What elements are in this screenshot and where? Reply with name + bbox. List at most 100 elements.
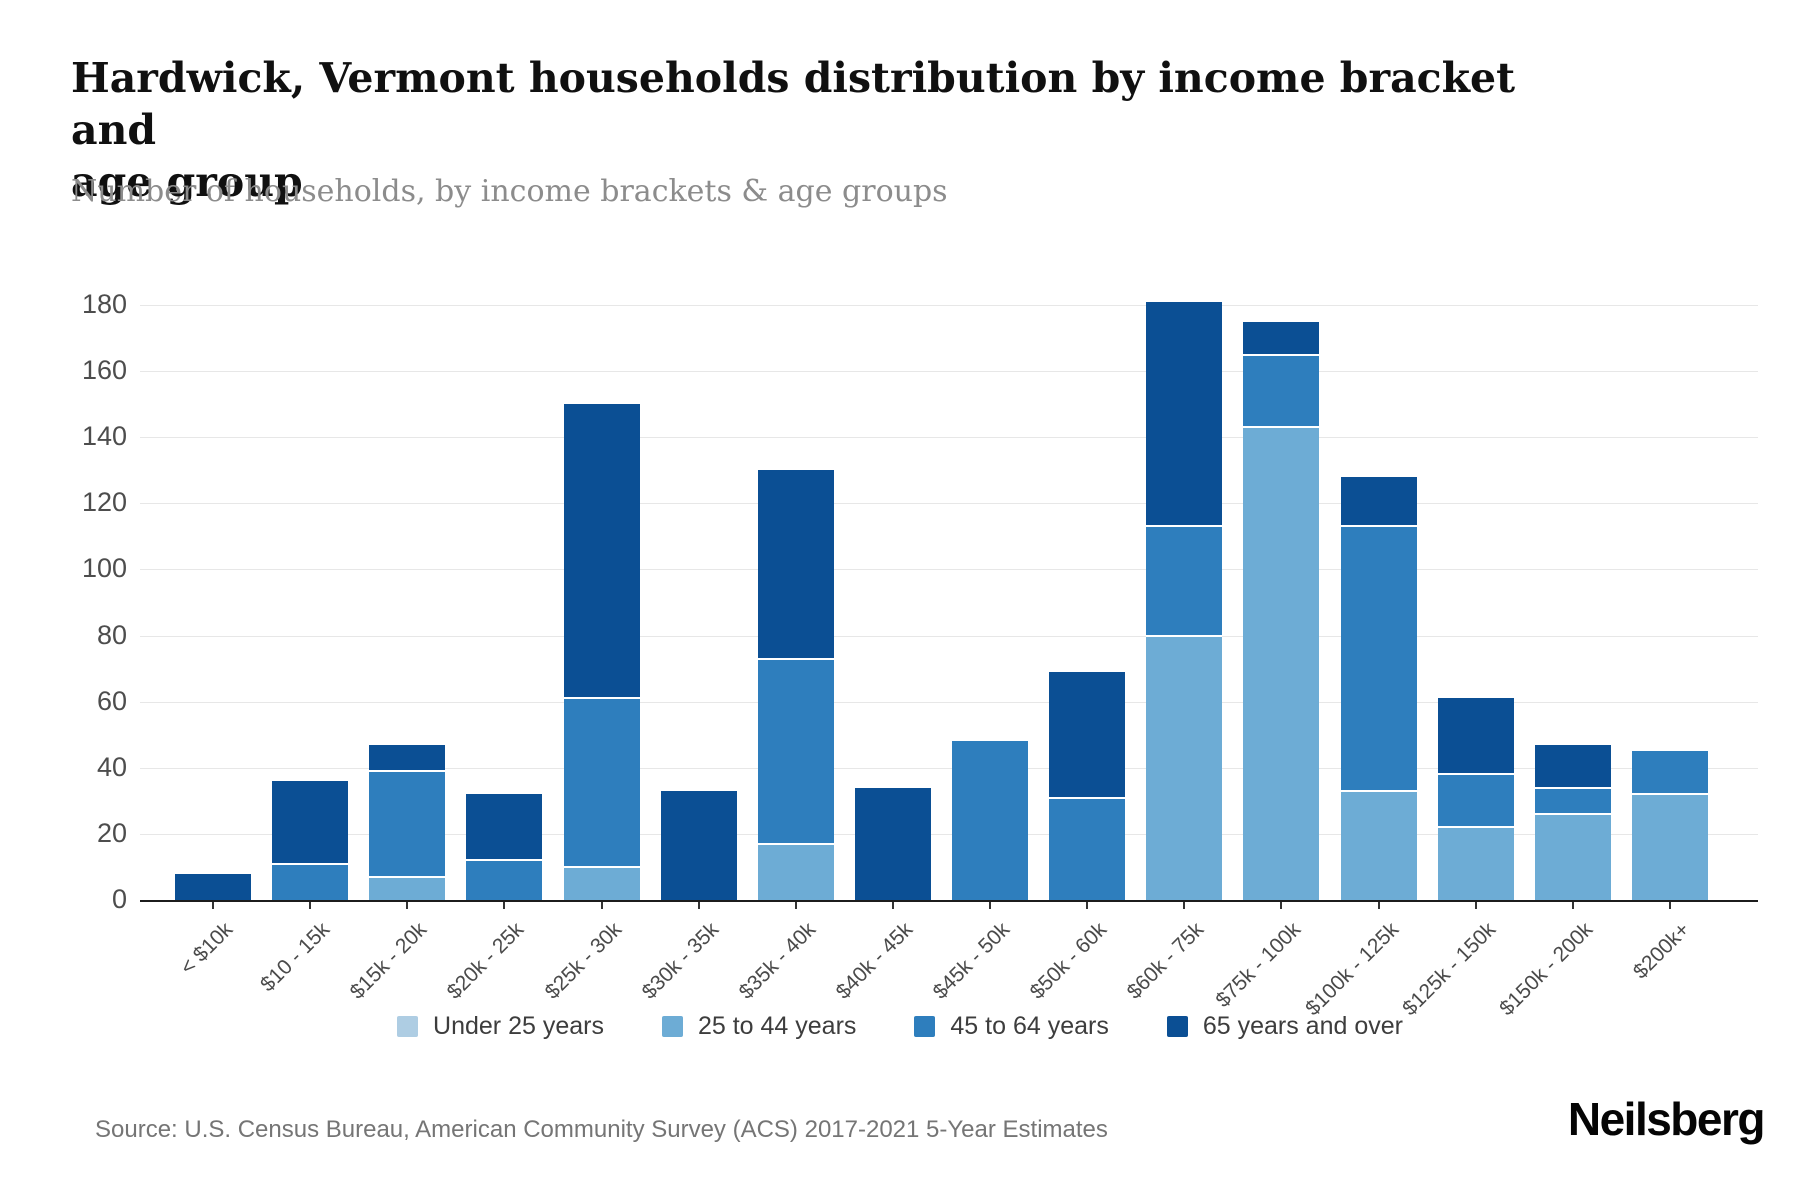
bar-segment[interactable] [369, 744, 446, 772]
x-tick-mark [1668, 902, 1671, 909]
bar-segment[interactable] [175, 873, 251, 900]
bar-segment[interactable] [1243, 427, 1320, 900]
legend-item[interactable]: 25 to 44 years [661, 1012, 856, 1041]
segment-separator [1534, 813, 1611, 816]
x-axis-line [140, 900, 1758, 902]
x-tick-label: $45k - 50k [928, 918, 1015, 1004]
x-tick-label: $20k - 25k [443, 918, 529, 1004]
bar-segment[interactable] [952, 741, 1029, 900]
legend-swatch [914, 1016, 936, 1037]
x-tick-label: $35k - 40k [734, 918, 821, 1004]
bar-segment[interactable] [1146, 526, 1223, 636]
segment-separator [757, 657, 834, 660]
bar-segment[interactable] [757, 843, 834, 900]
bar-segment[interactable] [369, 876, 446, 900]
bar-segment[interactable] [1049, 797, 1126, 900]
segment-separator [272, 862, 349, 865]
y-tick-label: 140 [81, 421, 127, 452]
gridline [140, 569, 1758, 571]
x-tick-label: $150k - 200k [1494, 918, 1598, 1021]
gridline [140, 371, 1758, 373]
bar-segment[interactable] [563, 698, 640, 867]
bar-segment[interactable] [466, 794, 543, 861]
y-tick-label: 0 [111, 884, 127, 914]
legend-item[interactable]: 65 years and over [1166, 1012, 1403, 1041]
bar-segment[interactable] [1146, 301, 1223, 527]
y-tick-label: 120 [81, 487, 127, 518]
bar-segment[interactable] [1534, 787, 1611, 815]
x-tick-mark [600, 902, 603, 909]
segment-separator [369, 875, 446, 878]
x-tick-mark [1571, 902, 1574, 909]
bar-segment[interactable] [563, 404, 640, 699]
x-tick-label: $100k - 125k [1300, 918, 1403, 1021]
bar-segment[interactable] [660, 790, 737, 900]
segment-separator [1534, 786, 1611, 789]
bar-segment[interactable] [466, 860, 543, 900]
x-tick-mark [891, 902, 894, 909]
bar-segment[interactable] [1437, 698, 1514, 775]
gridline [140, 767, 1758, 769]
bar-segment[interactable] [1631, 794, 1708, 900]
bar-segment[interactable] [563, 866, 640, 900]
x-tick-mark [212, 902, 214, 909]
bar-segment[interactable] [1340, 526, 1417, 791]
x-tick-label: $200k+ [1628, 918, 1695, 984]
x-tick-mark [503, 902, 506, 909]
bar-segment[interactable] [1631, 751, 1708, 795]
y-tick-label: 40 [96, 751, 127, 782]
legend-item[interactable]: 45 to 64 years [914, 1012, 1109, 1041]
x-tick-label: $50k - 60k [1025, 918, 1112, 1004]
segment-separator [466, 859, 543, 862]
x-tick-label: $125k - 150k [1397, 918, 1500, 1021]
page-title-line2: age group [71, 158, 303, 206]
segment-separator [563, 865, 640, 868]
legend-label: 65 years and over [1202, 1012, 1403, 1040]
segment-separator [1049, 796, 1126, 799]
legend-swatch [661, 1016, 683, 1037]
segment-separator [563, 697, 640, 700]
bar-segment[interactable] [272, 781, 349, 864]
segment-separator [1631, 793, 1708, 796]
bar-segment[interactable] [1340, 790, 1417, 900]
gridline [140, 503, 1758, 505]
bar-segment[interactable] [1340, 476, 1417, 527]
gridline [140, 833, 1758, 835]
bar-segment[interactable] [757, 658, 834, 844]
bar-segment[interactable] [369, 771, 446, 877]
x-tick-mark [1086, 902, 1089, 909]
segment-separator [1340, 789, 1417, 792]
gridline [140, 437, 1758, 439]
bar-segment[interactable] [757, 470, 834, 659]
bar-segment[interactable] [1243, 354, 1320, 428]
page-title: Hardwick, Vermont households distributio… [71, 52, 1571, 208]
bar-segment[interactable] [1049, 671, 1126, 798]
legend-item[interactable]: Under 25 years [397, 1012, 604, 1041]
bar-segment[interactable] [854, 787, 931, 900]
gridline [140, 701, 1758, 703]
segment-separator [1437, 826, 1514, 829]
legend-label: 45 to 64 years [950, 1012, 1109, 1040]
neilsberg-logo: Neilsberg [1567, 1093, 1766, 1145]
x-tick-mark [1474, 902, 1477, 909]
segment-separator [1340, 525, 1417, 528]
segment-separator [757, 842, 834, 845]
x-tick-mark [1280, 902, 1283, 909]
bar-segment[interactable] [272, 863, 349, 900]
bar-segment[interactable] [1437, 827, 1514, 900]
x-tick-mark [406, 902, 409, 909]
y-tick-label: 20 [96, 817, 127, 848]
segment-separator [369, 770, 446, 773]
legend-label: Under 25 years [433, 1012, 604, 1040]
chart-legend: Under 25 years 25 to 44 years 45 to 64 yea… [0, 1012, 1800, 1041]
bar-segment[interactable] [1534, 744, 1611, 788]
x-tick-mark [1183, 902, 1186, 909]
x-tick-label: $60k - 75k [1122, 918, 1209, 1004]
bar-segment[interactable] [1243, 321, 1320, 355]
bar-segment[interactable] [1534, 814, 1611, 900]
x-tick-label: $15k - 20k [345, 918, 432, 1004]
bar-segment[interactable] [1437, 774, 1514, 828]
source-note: Source: U.S. Census Bureau, American Com… [95, 1116, 1108, 1143]
x-tick-label: $30k - 35k [637, 918, 723, 1004]
bar-segment[interactable] [1146, 635, 1223, 900]
